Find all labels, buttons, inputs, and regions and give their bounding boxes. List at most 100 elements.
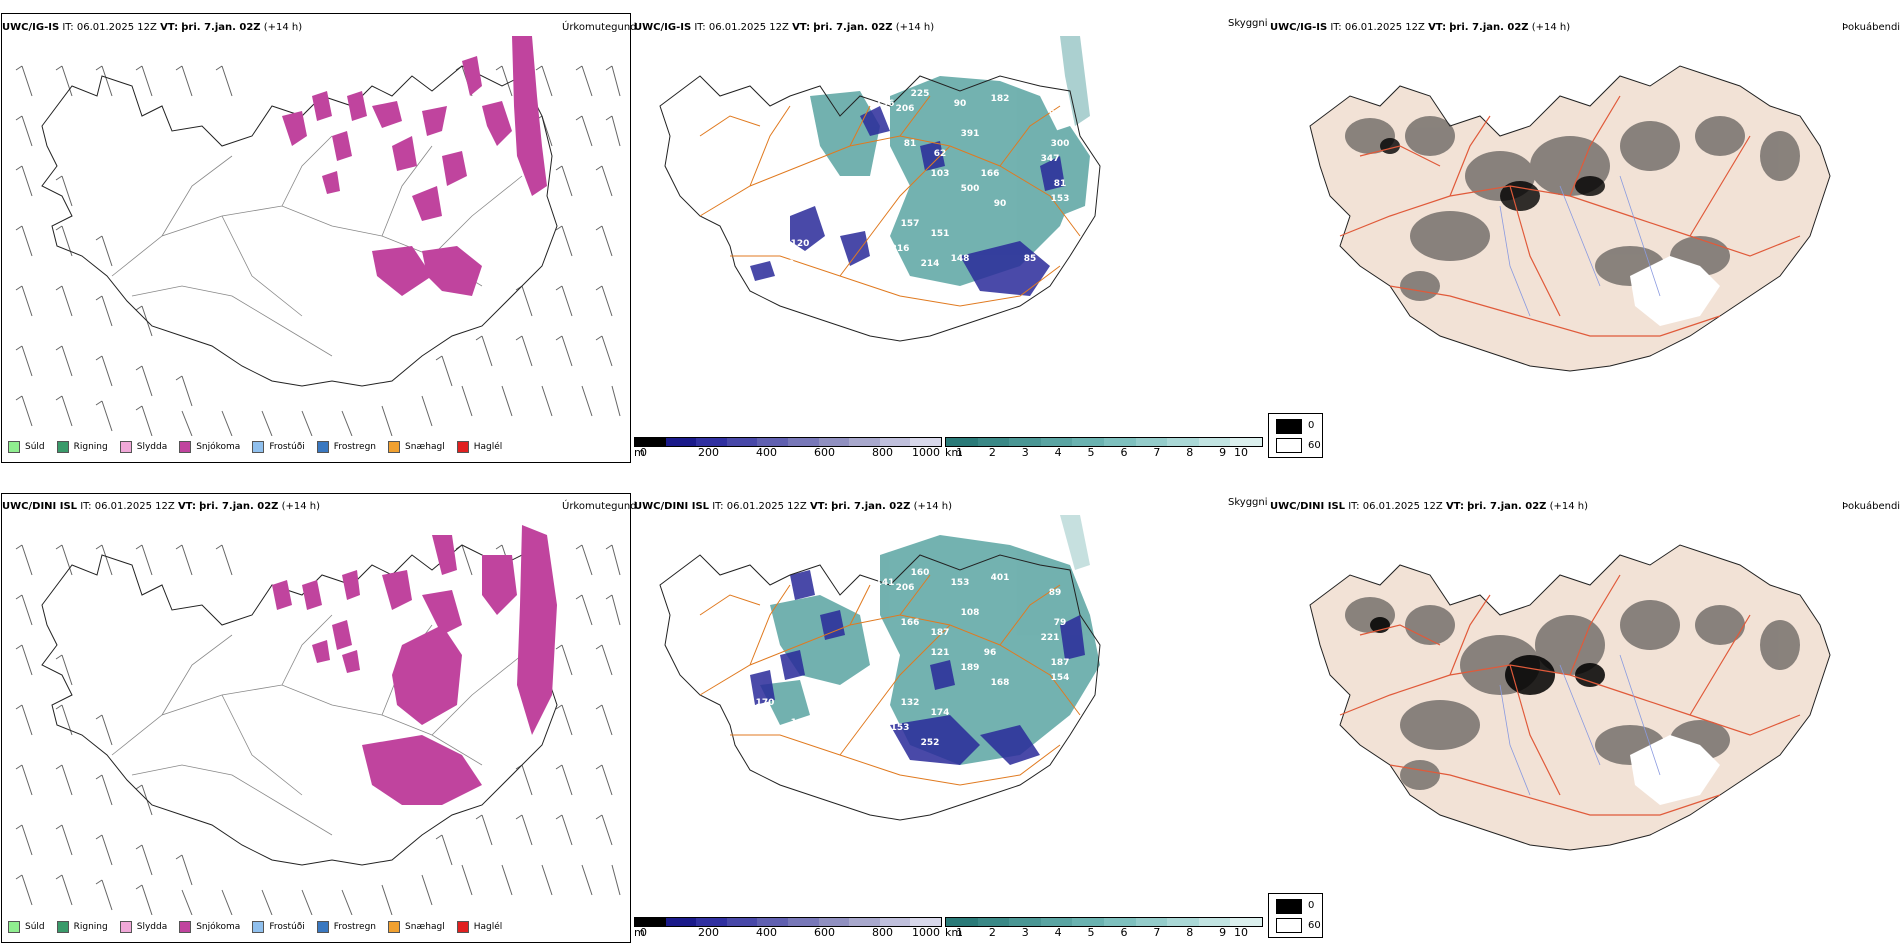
- colorbar-tick-label: 5: [1087, 446, 1095, 459]
- swatch: [179, 921, 192, 933]
- legend-item: Rigning: [56, 921, 108, 933]
- ceiling-labels: 160 141 206 153 401 89 166 187 108 79 221 121 96 189 1…: [756, 568, 1070, 748]
- ceiling-value-label: 153: [1051, 194, 1070, 204]
- ceiling-value-label: 120: [791, 239, 810, 249]
- colorbar-tick-label: 200: [698, 926, 719, 939]
- fog-swatch-white: [1276, 438, 1302, 453]
- ceiling-colorbar-2: [634, 917, 942, 927]
- header-ceiling-2: UWC/DINI ISL IT: 06.01.2025 12Z VT: þri.…: [634, 501, 953, 512]
- colorbar-tick-label: 10: [1234, 926, 1248, 939]
- colorbar-tick-label: 6: [1120, 926, 1128, 939]
- colorbar-segment: [635, 918, 666, 926]
- colorbar-segment: [818, 438, 850, 446]
- colorbar-segment: [977, 438, 1010, 446]
- ceiling-value-label: 170: [756, 698, 775, 708]
- ceiling-value-label: 85: [1024, 254, 1037, 264]
- colorbar-tick-label: 600: [814, 446, 835, 459]
- roads: [1339, 574, 1801, 816]
- legend-item: Rigning: [56, 441, 108, 453]
- colorbar-tick-label: 7: [1153, 926, 1161, 939]
- ceiling-value-label: 141: [876, 578, 895, 588]
- wind-barbs: [15, 544, 621, 915]
- colorbar-segment: [1103, 918, 1136, 926]
- legend-item: Slydda: [119, 441, 167, 453]
- colorbar-segment: [879, 918, 911, 926]
- rivers: [1499, 654, 1661, 796]
- header-precip-2: UWC/DINI ISL IT: 06.01.2025 12Z VT: þri.…: [2, 501, 321, 512]
- ceiling-value-label: 189: [961, 663, 980, 673]
- ceiling-value-label: 139: [776, 259, 795, 269]
- ceiling-value-label: 90: [954, 99, 967, 109]
- colorbar-segment: [910, 438, 941, 446]
- ceiling-value-label: 89: [1049, 588, 1062, 598]
- colorbar-tick-label: 4: [1054, 446, 1062, 459]
- ceiling-value-label: 121: [931, 648, 950, 658]
- fog-swatch-black: [1276, 899, 1302, 914]
- colorbar-tick-label: 0: [640, 926, 647, 939]
- ceiling-value-label: 103: [931, 169, 950, 179]
- colorbar-segment: [1167, 438, 1199, 446]
- ceiling-value-label: 153: [891, 723, 910, 733]
- colorbar-segment: [1167, 918, 1199, 926]
- swatch: [119, 921, 132, 933]
- panel-title-precip-1: Úrkomutegund: [562, 22, 637, 33]
- ceiling-value-label: 62: [934, 149, 947, 159]
- precip-legend-1: Súld Rigning Slydda Snjókoma Frostúði Fr…: [8, 441, 514, 453]
- swatch: [252, 441, 265, 453]
- iceland-coast: [659, 75, 1101, 342]
- colorbar-segment: [1135, 438, 1168, 446]
- colorbar-segment: [726, 918, 758, 926]
- colorbar-tick-label: 4: [1054, 926, 1062, 939]
- colorbar-segment: [787, 918, 819, 926]
- colorbar-tick-label: 3: [1021, 446, 1029, 459]
- ceiling-value-label: 225: [911, 89, 930, 99]
- colorbar-segment: [977, 918, 1010, 926]
- swatch: [179, 441, 192, 453]
- colorbar-tick-label: 2: [988, 446, 996, 459]
- ceiling-value-label: 168: [991, 678, 1010, 688]
- colorbar-tick-label: 8: [1186, 926, 1194, 939]
- ceiling-value-label: 196: [876, 99, 895, 109]
- swatch: [316, 921, 329, 933]
- colorbar-segment: [757, 918, 788, 926]
- fog-dark: [1370, 617, 1605, 695]
- iceland-coast: [659, 554, 1101, 821]
- ceiling-value-label: 90: [994, 199, 1007, 209]
- ceiling-value-label: 151: [931, 229, 950, 239]
- ceiling-value-label: 252: [921, 738, 940, 748]
- colorbar-tick-label: 400: [756, 446, 777, 459]
- model-name: UWC/IG-IS: [2, 22, 60, 33]
- ceiling-value-label: 154: [1051, 673, 1070, 683]
- header-cloud-2: UWC/DINI ISL IT: 06.01.2025 12Z VT: þri.…: [1270, 501, 1589, 512]
- ceiling-value-label: 157: [901, 219, 920, 229]
- ceiling-value-label: 182: [991, 94, 1010, 104]
- ceiling-value-label: 102: [791, 718, 810, 728]
- visibility-ticks-1: 1 2 3 4 5 6 7 8 9 10: [956, 446, 1258, 460]
- ceiling-value-label: 160: [911, 568, 930, 578]
- precip-map-2: [15, 525, 621, 915]
- panel-title-ceiling-2: Skyggni: [1228, 497, 1268, 508]
- visibility-areas: [810, 36, 1090, 286]
- ceiling-value-label: 94: [1049, 109, 1062, 119]
- colorbar-tick-label: 1: [956, 446, 963, 459]
- colorbar-segment: [787, 438, 819, 446]
- colorbar-segment: [665, 918, 697, 926]
- colorbar-segment: [1040, 438, 1073, 446]
- legend-item: Súld: [8, 441, 45, 453]
- ceiling-value-label: 153: [951, 578, 970, 588]
- fog-val: 60: [1308, 920, 1321, 931]
- precip-panel-1: [1, 13, 631, 463]
- header-ceiling-1: UWC/IG-IS IT: 06.01.2025 12Z VT: þri. 7.…: [634, 22, 935, 33]
- colorbar-segment: [1009, 918, 1041, 926]
- colorbar-segment: [946, 438, 978, 446]
- cloud-map-2: [1309, 544, 1831, 851]
- legend-item: Frostregn: [316, 441, 376, 453]
- swatch: [8, 441, 20, 453]
- ceiling-value-label: 500: [961, 184, 980, 194]
- visibility-unit-1: km: [945, 446, 963, 459]
- colorbar-segment: [635, 438, 666, 446]
- ceiling-value-label: 96: [984, 648, 997, 658]
- colorbar-tick-label: 6: [1120, 446, 1128, 459]
- panel-title-cloud-2: Þokuábendi: [1842, 501, 1900, 512]
